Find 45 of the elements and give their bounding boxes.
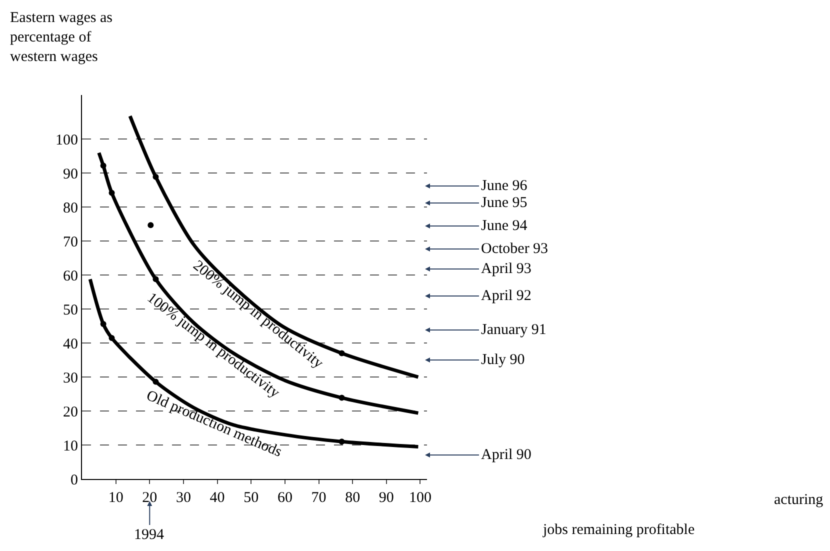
- text: April 92: [481, 288, 532, 304]
- y-tick-label: 70: [63, 234, 78, 250]
- text: April 93: [481, 261, 532, 277]
- y-tick-label: 90: [63, 166, 78, 182]
- text: July 90: [481, 352, 525, 368]
- x-tick-label: 90: [378, 490, 394, 506]
- point: [338, 394, 345, 401]
- point: [148, 222, 154, 228]
- y-tick-label: 0: [70, 472, 78, 488]
- text: acturing: [774, 492, 824, 508]
- y-tick-label: 10: [63, 438, 78, 454]
- point: [152, 276, 159, 282]
- y-tick-label: 50: [63, 302, 78, 318]
- point: [108, 190, 115, 196]
- x-tick-label: 50: [244, 490, 259, 506]
- y-tick-label: 40: [63, 336, 78, 352]
- point: [338, 350, 345, 356]
- annotation: 1994: [134, 527, 164, 543]
- point: [100, 321, 106, 328]
- point: [100, 162, 106, 169]
- point: [338, 438, 345, 445]
- x-tick-label: 20: [142, 490, 158, 506]
- x-tick-label: 70: [311, 490, 326, 506]
- x-tick-label: 60: [277, 490, 292, 506]
- y-axis-title: Eastern wages as percentage of western wages: [10, 10, 113, 65]
- x-tick-label: 30: [176, 490, 191, 506]
- x-tick-label: 100: [408, 490, 432, 506]
- text: January 91: [481, 322, 546, 338]
- text: jobs remaining profitable: [542, 522, 695, 538]
- point: [152, 174, 159, 180]
- x-tick-label: 40: [210, 490, 225, 506]
- x-tick-label: 10: [108, 490, 124, 506]
- y-tick-label: 100: [56, 132, 78, 148]
- text: June 94: [481, 218, 528, 234]
- x-tick-label: 80: [345, 490, 360, 506]
- y-tick-label: 80: [63, 200, 78, 216]
- point: [152, 378, 159, 385]
- y-tick-label: 20: [63, 404, 78, 420]
- text: April 90: [481, 447, 532, 463]
- point: [108, 334, 115, 341]
- text: June 96: [481, 178, 528, 194]
- text: October 93: [481, 241, 548, 257]
- text: June 95: [481, 195, 528, 211]
- y-tick-label: 60: [63, 268, 78, 284]
- y-tick-label: 30: [63, 370, 78, 386]
